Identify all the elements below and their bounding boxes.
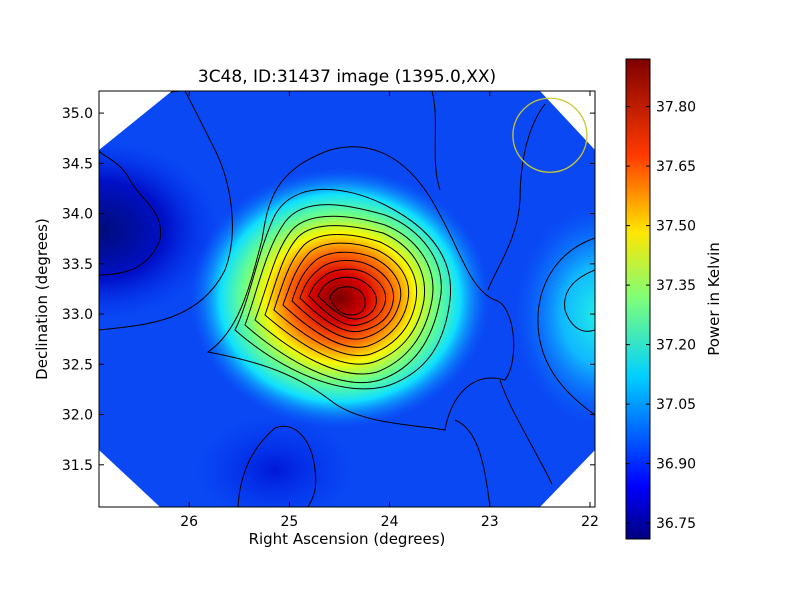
colorbar-tick-label: 37.35 — [656, 278, 696, 294]
corner-mask-top-right — [540, 91, 595, 150]
colorbar-tick-label: 37.05 — [656, 397, 696, 413]
beam-marker — [512, 97, 588, 173]
corner-mask-bottom-left — [99, 450, 160, 507]
plot-frame — [98, 90, 596, 508]
x-tick-label: 23 — [481, 514, 499, 530]
heatmap — [99, 91, 595, 507]
contours-other — [99, 91, 595, 507]
y-tick-label: 33.5 — [62, 257, 93, 273]
colorbar-tick-label: 37.80 — [656, 100, 696, 116]
colorbar-label: Power in Kelvin — [705, 242, 723, 356]
colorbar-tick-label: 36.90 — [656, 457, 696, 473]
colorbar: 36.75 36.90 37.05 37.20 37.35 37.50 37.65 37.80… — [625, 58, 723, 540]
y-tick-label: 33.0 — [62, 307, 93, 323]
colorbar-tick-label: 36.75 — [656, 516, 696, 532]
y-axis: 31.5 32.0 32.5 33.0 33.5 34.0 34.5 35.0 — [62, 106, 595, 474]
y-tick-label: 34.0 — [62, 207, 93, 223]
y-tick-label: 31.5 — [62, 458, 93, 474]
y-tick-label: 32.5 — [62, 357, 93, 373]
colorbar-tick-label: 37.50 — [656, 219, 696, 235]
y-tick-label: 35.0 — [62, 106, 93, 122]
colorbar-tick-label: 37.20 — [656, 338, 696, 354]
x-axis-label: Right Ascension (degrees) — [249, 530, 446, 548]
corner-mask-bottom-right — [540, 450, 595, 507]
colorbar-ticks: 36.75 36.90 37.05 37.20 37.35 37.50 37.65 37.80 — [626, 100, 696, 532]
chart-title: 3C48, ID:31437 image (1395.0,XX) — [198, 67, 496, 87]
x-tick-label: 26 — [180, 514, 198, 530]
colorbar-tick-label: 37.65 — [656, 159, 696, 175]
x-tick-label: 25 — [280, 514, 298, 530]
y-tick-label: 34.5 — [62, 156, 93, 172]
contours-main — [206, 146, 515, 431]
low-region-bottom — [195, 415, 355, 507]
x-tick-label: 24 — [381, 514, 399, 530]
main-source-glow — [190, 168, 490, 428]
corner-mask-top-left — [99, 91, 172, 150]
x-axis: 26 25 24 23 22 — [180, 91, 599, 530]
x-tick-label: 22 — [581, 514, 599, 530]
low-region-left — [99, 140, 220, 320]
colorbar-gradient — [625, 58, 651, 540]
y-tick-label: 32.0 — [62, 408, 93, 424]
y-axis-label: Declination (degrees) — [33, 218, 51, 380]
secondary-source-glow — [515, 205, 595, 425]
